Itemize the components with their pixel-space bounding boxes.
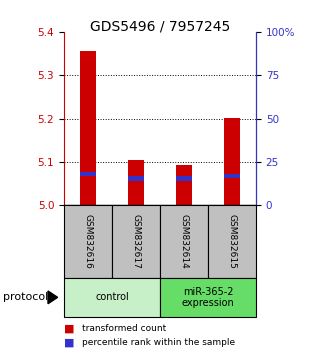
Bar (128, 160, 144, 205)
Text: GSM832616: GSM832616 (84, 214, 92, 269)
Bar (80, 172, 96, 176)
Bar (208, 205, 256, 278)
Bar (160, 205, 208, 278)
Text: GSM832614: GSM832614 (180, 214, 188, 269)
Polygon shape (48, 291, 58, 304)
Text: ■: ■ (64, 323, 75, 333)
Text: GSM832617: GSM832617 (132, 214, 140, 269)
Text: percentile rank within the sample: percentile rank within the sample (82, 338, 235, 347)
Bar (80, 51, 96, 205)
Bar (64, 205, 112, 278)
Text: transformed count: transformed count (82, 324, 166, 333)
Bar (112, 205, 160, 278)
Bar (176, 165, 192, 205)
Text: GDS5496 / 7957245: GDS5496 / 7957245 (90, 19, 230, 34)
Bar (176, 176, 192, 181)
Bar (224, 174, 240, 178)
Text: ■: ■ (64, 337, 75, 347)
Text: protocol: protocol (3, 292, 48, 302)
Bar (128, 176, 144, 181)
Bar (224, 118, 240, 205)
Text: control: control (95, 292, 129, 302)
Bar (160, 278, 256, 317)
Bar (64, 278, 160, 317)
Text: miR-365-2
expression: miR-365-2 expression (182, 286, 234, 308)
Text: GSM832615: GSM832615 (228, 214, 236, 269)
